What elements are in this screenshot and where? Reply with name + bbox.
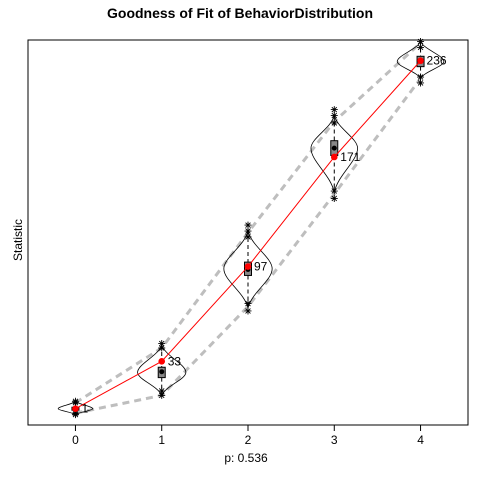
x-tick-label-4: 4 (417, 433, 424, 447)
data-label-4: 236 (427, 54, 447, 68)
outlier-marker-4-3 (417, 37, 425, 45)
outlier-marker-4-2 (417, 43, 425, 51)
observed-point-2 (244, 263, 252, 270)
data-label-0: 1 (81, 402, 88, 416)
data-label-1: 33 (168, 354, 182, 368)
outlier-marker-0-1 (71, 411, 79, 419)
outlier-marker-3-0 (330, 194, 338, 202)
outlier-marker-1-3 (158, 340, 166, 348)
outlier-marker-4-0 (417, 79, 425, 87)
x-tick-label-1: 1 (158, 433, 165, 447)
plot-area: 1 33 97 171 236 (57, 37, 447, 419)
chart-title: Goodness of Fit of BehaviorDistribution (107, 5, 373, 21)
outlier-marker-3-2 (330, 119, 338, 127)
outlier-marker-1-2 (158, 344, 166, 352)
x-tick-label-0: 0 (72, 433, 79, 447)
outlier-marker-3-1 (330, 187, 338, 195)
observed-point-3 (330, 153, 338, 161)
y-axis-label: Statistic (11, 219, 25, 261)
outlier-marker-3-3 (330, 112, 338, 120)
outlier-marker-1-0 (158, 391, 166, 399)
observed-point-1 (158, 358, 166, 365)
outlier-marker-3-4 (330, 106, 338, 114)
outlier-marker-0-3 (71, 397, 79, 405)
data-label-2: 97 (254, 260, 268, 274)
x-tick-label-3: 3 (331, 433, 338, 447)
outlier-marker-2-2 (244, 233, 252, 241)
envelope-lower-line (75, 77, 422, 415)
observed-point-4 (417, 57, 424, 65)
median-point-1 (159, 369, 165, 375)
outlier-marker-2-0 (244, 307, 252, 315)
outlier-marker-1-1 (158, 387, 166, 395)
x-axis: 0 1 2 3 4 (72, 425, 424, 447)
outlier-marker-2-4 (244, 221, 252, 229)
x-axis-label: p: 0.536 (224, 451, 268, 465)
outlier-marker-2-3 (244, 227, 252, 235)
x-tick-label-2: 2 (245, 433, 252, 447)
data-label-3: 171 (340, 150, 360, 164)
outlier-marker-4-1 (417, 73, 425, 81)
observed-point-0 (72, 405, 79, 413)
median-point-3 (331, 145, 337, 151)
outlier-marker-2-1 (244, 300, 252, 308)
